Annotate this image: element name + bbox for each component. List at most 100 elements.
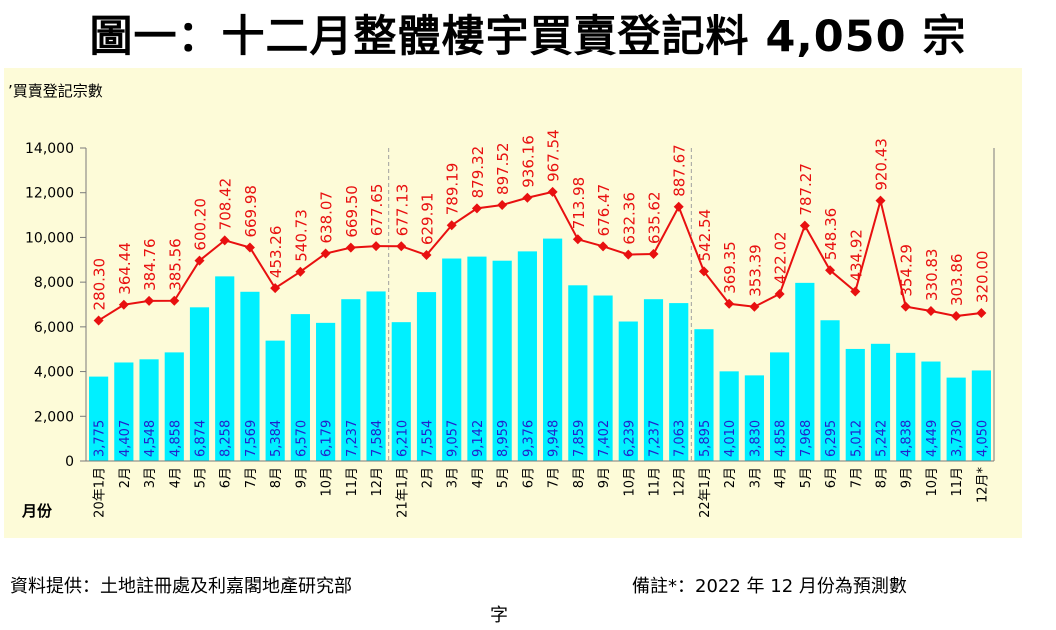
bar-value-label: 3,775 xyxy=(93,420,108,457)
x-tick-label: 2月 xyxy=(723,467,738,488)
bar-value-label: 7,859 xyxy=(572,420,587,457)
bar-value-label: 6,179 xyxy=(320,420,335,457)
x-tick-label: 10月 xyxy=(320,467,335,497)
chart-title: 圖一：十二月整體樓宇買賣登記料 4,050 宗 xyxy=(89,12,967,62)
x-tick-label: 8月 xyxy=(875,467,890,488)
x-tick-label: 10月 xyxy=(925,467,940,497)
bar-value-label: 6,239 xyxy=(622,420,637,457)
bar-value-label: 7,237 xyxy=(648,420,663,457)
line-marker xyxy=(623,249,634,260)
bar xyxy=(215,276,235,461)
y-tick-label: 2,000 xyxy=(34,409,74,425)
y-tick-label: 8,000 xyxy=(34,275,74,291)
line-marker xyxy=(724,298,735,309)
bar-value-label: 9,142 xyxy=(471,420,486,457)
line-marker xyxy=(421,250,432,261)
bar xyxy=(416,292,437,461)
x-tick-label: 6月 xyxy=(219,467,234,488)
line-value-label: 364.44 xyxy=(116,242,134,295)
footer-source-wrap: 字 xyxy=(490,605,508,626)
bar xyxy=(164,352,184,461)
bar-value-label: 7,402 xyxy=(597,420,612,457)
bar-value-label: 5,012 xyxy=(849,420,864,457)
bar-value-label: 4,050 xyxy=(975,420,990,457)
bar-value-label: 5,242 xyxy=(875,420,890,457)
line-marker xyxy=(144,295,155,306)
line-marker xyxy=(93,315,104,326)
x-tick-label: 8月 xyxy=(269,467,284,488)
bar xyxy=(543,238,563,461)
line-series xyxy=(93,186,987,326)
bar xyxy=(316,322,336,461)
x-tick-label: 5月 xyxy=(194,467,209,488)
bar xyxy=(971,370,991,461)
bar-value-label: 7,968 xyxy=(799,420,814,457)
x-tick-label: 6月 xyxy=(824,467,839,488)
x-tick-label: 11月 xyxy=(648,467,663,497)
x-tick-label: 7月 xyxy=(849,467,864,488)
line-marker xyxy=(345,242,356,253)
line-marker xyxy=(169,295,180,306)
bar xyxy=(89,376,109,461)
line-value-label: 967.54 xyxy=(545,129,563,182)
line-value-label: 353.39 xyxy=(746,244,764,297)
line-value-label: 540.73 xyxy=(292,209,310,262)
line-marker xyxy=(572,234,583,245)
x-tick-label: 9月 xyxy=(294,467,309,488)
line-marker xyxy=(976,308,987,319)
bar-value-label: 7,063 xyxy=(673,420,688,457)
line-value-label: 632.36 xyxy=(620,192,638,245)
bar xyxy=(240,291,260,461)
x-tick-label: 5月 xyxy=(799,467,814,488)
line-marker xyxy=(471,203,482,214)
line-value-label: 920.43 xyxy=(873,138,891,191)
line-marker xyxy=(396,241,407,252)
bar-value-label: 6,210 xyxy=(395,420,410,457)
line-marker xyxy=(598,241,609,252)
bar-value-label: 4,858 xyxy=(168,420,183,457)
x-tick-label: 3月 xyxy=(748,467,763,488)
line-marker xyxy=(875,195,886,206)
bar xyxy=(189,307,210,461)
line-path xyxy=(98,190,982,322)
y-tick-label: 10,000 xyxy=(25,230,74,246)
bar-value-label: 9,376 xyxy=(521,420,536,457)
line-value-label: 369.35 xyxy=(721,241,739,294)
x-tick-label: 4月 xyxy=(168,467,183,488)
line-marker xyxy=(850,286,861,297)
x-tick-label: 12月* xyxy=(975,467,990,504)
bar xyxy=(517,251,537,461)
line-marker xyxy=(371,241,382,252)
line-marker xyxy=(925,306,936,317)
x-tick-label: 21年1月 xyxy=(395,467,410,518)
line-value-label: 708.42 xyxy=(217,178,235,231)
line-value-label: 320.00 xyxy=(973,251,991,304)
bar xyxy=(442,258,462,461)
bar xyxy=(845,348,865,461)
line-marker xyxy=(295,266,306,277)
bar xyxy=(744,375,764,461)
line-value-label: 677.65 xyxy=(368,184,386,237)
line-value-label: 385.56 xyxy=(166,238,184,291)
footer-source: 資料提供：土地註冊處及利嘉閣地產研究部 xyxy=(10,576,352,597)
y-tick-label: 6,000 xyxy=(34,320,74,336)
bar xyxy=(669,303,689,461)
bar-series xyxy=(89,238,991,461)
bar xyxy=(618,321,638,461)
bar xyxy=(391,322,411,461)
bar-value-label: 7,569 xyxy=(244,420,259,457)
line-marker xyxy=(270,283,281,294)
bar-value-label: 8,258 xyxy=(219,420,234,457)
line-value-label: 897.52 xyxy=(494,142,512,194)
bar xyxy=(719,371,739,461)
x-tick-label: 8月 xyxy=(572,467,587,488)
x-tick-label: 7月 xyxy=(244,467,259,488)
bar-value-label: 8,959 xyxy=(496,420,511,457)
line-label-layer: 280.30 364.44 384.76 385.56 600.20 708.42 669.… xyxy=(91,129,992,310)
x-tick-label: 10月 xyxy=(622,467,637,497)
bar xyxy=(366,291,386,461)
bar xyxy=(896,352,916,461)
bar xyxy=(114,362,134,461)
line-value-label: 676.47 xyxy=(595,184,613,237)
line-marker xyxy=(648,248,659,259)
